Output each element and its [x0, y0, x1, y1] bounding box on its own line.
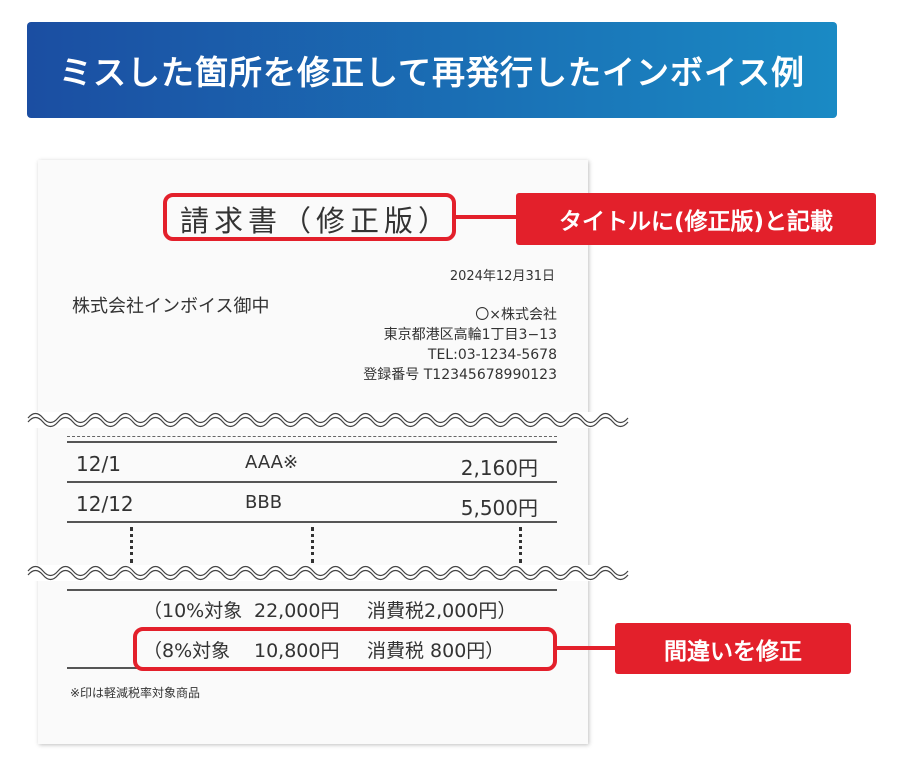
dashed-divider [67, 436, 557, 437]
banner-title: ミスした箇所を修正して再発行したインボイス例 [27, 22, 837, 118]
continuation-dots [519, 527, 522, 563]
issuer-address: 東京都港区高輪1丁目3−13 [383, 327, 557, 343]
row-date: 12/12 [76, 492, 134, 516]
continuation-dots [130, 527, 133, 563]
footnote: ※印は軽減税率対象商品 [70, 686, 201, 700]
divider [67, 667, 137, 669]
issuer-registration: 登録番号 T12345678990123 [363, 367, 557, 383]
divider [67, 521, 557, 523]
fix-callout: 間違いを修正 [615, 623, 851, 674]
divider [67, 481, 557, 483]
row-item: AAA※ [245, 452, 299, 473]
row-amount: 5,500円 [460, 496, 538, 520]
title-callout: タイトルに(修正版)と記載 [516, 193, 876, 245]
tax-8-label: （8%対象 [143, 640, 231, 662]
fix-highlight-box [133, 627, 557, 671]
title-connector [455, 215, 517, 219]
wave-line [27, 412, 629, 424]
row-item: BBB [245, 492, 283, 513]
invoice-paper [38, 160, 588, 744]
invoice-date: 2024年12月31日 [449, 269, 555, 284]
fix-connector [556, 646, 616, 650]
wave-line [27, 569, 629, 581]
wave-line [27, 416, 629, 428]
title-highlight-box [163, 193, 456, 241]
tax-8-amount: 消費税 800円） [367, 640, 505, 662]
divider [67, 441, 557, 443]
tax-10-amount: 消費税2,000円） [367, 600, 517, 622]
wave-line [27, 565, 629, 577]
issuer-block: 〇×株式会社 東京都港区高輪1丁目3−13 TEL:03-1234-5678 登… [363, 305, 557, 385]
invoice-title: 請求書（修正版） [180, 204, 453, 238]
divider [67, 589, 557, 591]
recipient: 株式会社インボイス御中 [72, 296, 270, 317]
row-amount: 2,160円 [460, 456, 538, 480]
issuer-name: 〇×株式会社 [475, 307, 557, 323]
tax-10-base: 22,000円 [254, 600, 340, 622]
row-date: 12/1 [76, 452, 121, 476]
tax-8-base: 10,800円 [254, 640, 340, 662]
continuation-dots [311, 527, 314, 563]
issuer-tel: TEL:03-1234-5678 [427, 347, 557, 363]
tax-10-label: （10%対象 [143, 600, 243, 622]
